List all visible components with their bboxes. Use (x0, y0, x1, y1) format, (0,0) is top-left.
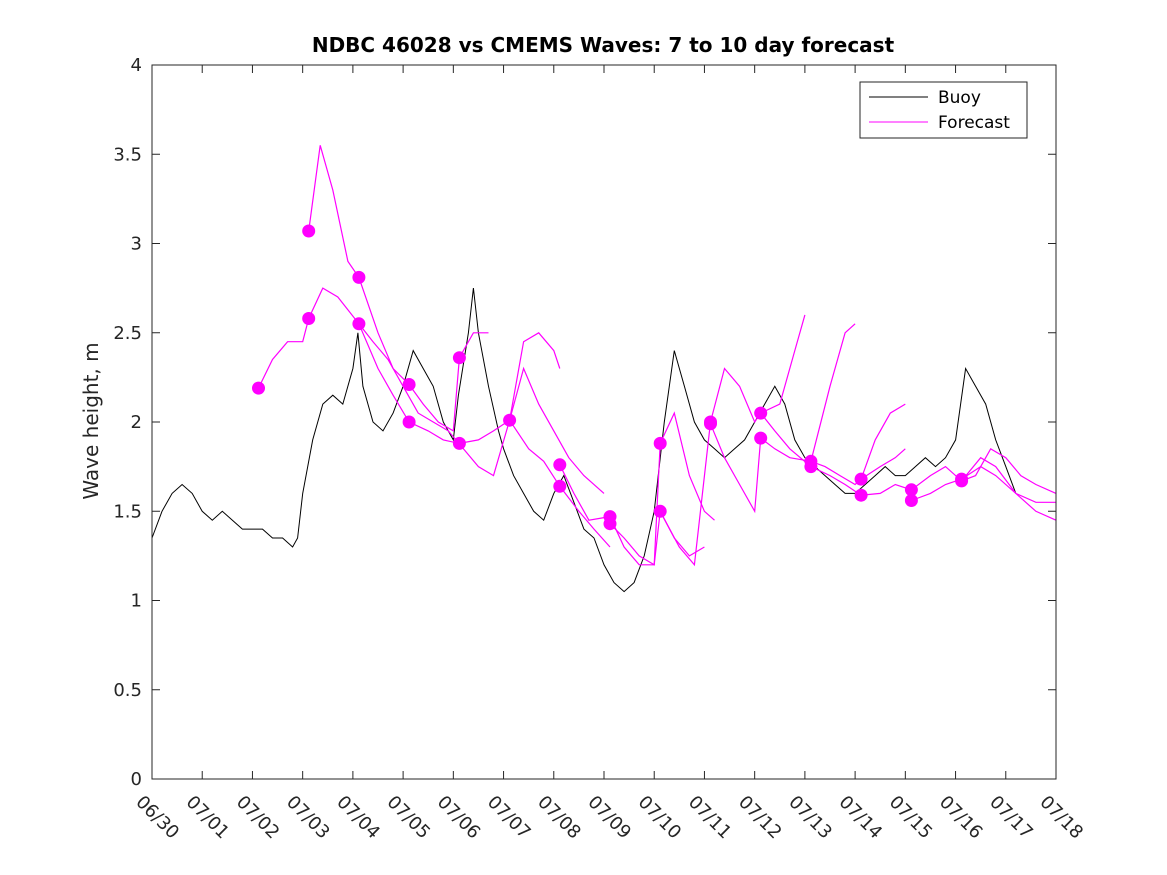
series-line-buoy (151, 288, 1017, 593)
legend-label-buoy: Buoy (938, 88, 981, 108)
forecast-marker (904, 483, 918, 497)
forecast-marker (302, 224, 316, 238)
series-line-forecast (659, 314, 806, 567)
forecast-marker (854, 472, 868, 486)
series-line-forecast (509, 366, 605, 494)
series-line-forecast (358, 323, 561, 477)
forecast-marker (653, 436, 667, 450)
forecast-marker (854, 488, 868, 502)
series-line-forecast (810, 323, 856, 462)
forecast-marker (704, 417, 717, 431)
y-tick-label: 0.5 (113, 680, 142, 701)
y-tick-label: 3 (131, 234, 142, 255)
series-line-forecast (609, 509, 705, 566)
forecast-marker (402, 415, 416, 429)
y-tick-label: 0 (131, 769, 142, 790)
forecast-marker (352, 317, 366, 331)
forecast-marker (804, 460, 818, 474)
forecast-marker (603, 517, 617, 531)
legend-label-forecast: Forecast (938, 113, 1010, 133)
forecast-marker (553, 458, 567, 472)
series-line-forecast (961, 447, 1057, 494)
series-line-forecast (860, 403, 906, 480)
y-tick-label: 1 (131, 591, 142, 612)
forecast-marker (653, 504, 667, 518)
forecast-marker (955, 472, 969, 486)
y-ticks: 0 0.5 1 1.5 2 2.5 3 3.5 4 (113, 55, 1056, 790)
forecast-marker (754, 406, 768, 420)
forecast-marker (553, 479, 567, 493)
series-line-forecast (308, 145, 489, 432)
forecast-marker (302, 312, 316, 325)
plot-frame (151, 64, 1057, 780)
forecast-marker (252, 381, 265, 395)
forecast-marker (503, 413, 517, 427)
y-tick-label: 3.5 (113, 144, 142, 165)
chart-title: NDBC 46028 vs CMEMS Waves: 7 to 10 day f… (312, 33, 895, 57)
y-tick-label: 4 (131, 55, 142, 76)
forecast-marker (452, 351, 466, 365)
forecast-marker (754, 431, 768, 445)
legend: Buoy Forecast (859, 81, 1028, 139)
series-line-forecast (559, 411, 715, 566)
y-axis-label: Wave height, m (79, 342, 103, 499)
forecast-marker (352, 270, 366, 284)
y-tick-label: 1.5 (113, 501, 142, 522)
series-layer (151, 145, 1057, 593)
forecast-marker (452, 436, 466, 450)
forecast-marker (402, 378, 416, 391)
forecast-marker (904, 494, 918, 507)
plot-area (152, 65, 1056, 779)
y-tick-label: 2.5 (113, 323, 142, 344)
y-tick-label: 2 (131, 412, 142, 433)
legend-box (859, 81, 1028, 139)
series-line-forecast (257, 287, 611, 548)
